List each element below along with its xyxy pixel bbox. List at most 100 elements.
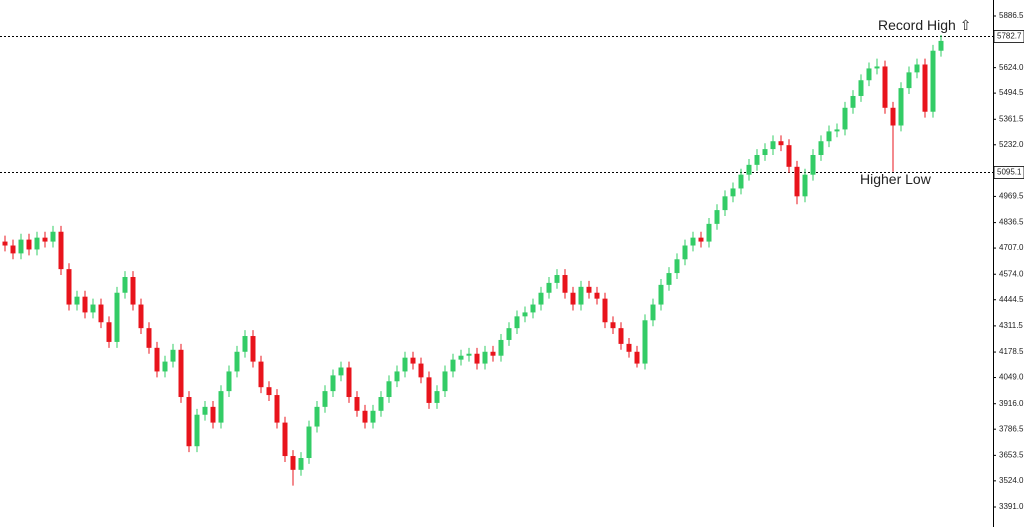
candle-body <box>266 387 272 396</box>
candle-body <box>634 351 640 364</box>
candle-body <box>514 316 520 329</box>
candle-body <box>818 141 824 156</box>
candle-body <box>714 210 720 224</box>
candle-body <box>58 231 64 270</box>
candle-body <box>282 422 288 457</box>
candle-body <box>410 357 416 364</box>
y-tick-label: 4178.5 <box>999 347 1024 356</box>
candle-body <box>698 237 704 242</box>
candle-body <box>274 395 280 423</box>
candle-body <box>458 355 464 360</box>
level-value: 5095.1 <box>997 168 1022 177</box>
candle-body <box>938 40 944 51</box>
y-tick-label: 4969.5 <box>999 192 1024 201</box>
candle-body <box>178 349 184 398</box>
candle-body <box>194 414 200 447</box>
candle-body <box>298 458 304 470</box>
candle-body <box>418 363 424 378</box>
candle-body <box>402 357 408 372</box>
candle-body <box>498 339 504 356</box>
level-box <box>993 166 1024 179</box>
candle-body <box>930 50 936 112</box>
y-tick-label: 5494.5 <box>999 88 1024 97</box>
candle-body <box>730 188 736 197</box>
candle-body <box>90 304 96 313</box>
candle-body <box>578 286 584 305</box>
candle-body <box>170 349 176 362</box>
candle-body <box>810 155 816 175</box>
candle-body <box>234 351 240 372</box>
candle-body <box>754 155 760 165</box>
candle-body <box>594 292 600 299</box>
candle-body <box>562 275 568 293</box>
candle-body <box>650 304 656 321</box>
candle-body <box>826 131 832 142</box>
y-tick-label: 3524.0 <box>999 476 1024 485</box>
candle-body <box>762 149 768 156</box>
candle-body <box>162 361 168 372</box>
candle-body <box>618 328 624 344</box>
candle-body <box>114 292 120 342</box>
candle-body <box>642 320 648 364</box>
candle-body <box>18 239 24 254</box>
candle-body <box>10 245 16 254</box>
candle-body <box>610 322 616 329</box>
candle-body <box>346 367 352 398</box>
candle-body <box>386 381 392 398</box>
candle-body <box>850 95 856 108</box>
candle-body <box>538 292 544 305</box>
candle-body <box>370 410 376 423</box>
candle-body <box>890 107 896 126</box>
y-tick-label: 5886.5 <box>999 11 1024 20</box>
candle-body <box>314 406 320 427</box>
y-tick-label: 4574.0 <box>999 269 1024 278</box>
candle-body <box>450 359 456 372</box>
candle-body <box>226 371 232 392</box>
y-tick-label: 4444.5 <box>999 295 1024 304</box>
candle-body <box>682 245 688 260</box>
candle-body <box>66 269 72 305</box>
candle-body <box>138 304 144 329</box>
candle-body <box>914 64 920 73</box>
candle-body <box>122 276 128 293</box>
candle-body <box>290 456 296 470</box>
candle-body <box>834 129 840 132</box>
candle-body <box>546 282 552 293</box>
candle-body <box>898 88 904 126</box>
candle-body <box>922 64 928 112</box>
candle-body <box>258 361 264 388</box>
candle-body <box>338 367 344 376</box>
candle-body <box>690 237 696 246</box>
candle-body <box>98 304 104 323</box>
candle-body <box>42 237 48 242</box>
y-tick-label: 3916.0 <box>999 399 1024 408</box>
candle-body <box>906 72 912 89</box>
candle-body <box>522 312 528 317</box>
candle-body <box>786 145 792 167</box>
candle-body <box>50 231 56 242</box>
candle-body <box>842 107 848 130</box>
candle-body <box>154 347 160 372</box>
candle-body <box>330 375 336 392</box>
candle-body <box>794 166 800 197</box>
level-value: 5782.7 <box>997 32 1022 41</box>
candle-body <box>874 66 880 69</box>
annotation: Record High ⇧ <box>878 17 971 33</box>
candle-body <box>778 141 784 146</box>
candle-body <box>2 241 8 246</box>
candle-body <box>146 328 152 348</box>
candle-body <box>186 397 192 447</box>
candle-body <box>250 336 256 362</box>
y-tick-label: 4311.5 <box>999 321 1023 330</box>
candle-body <box>738 174 744 189</box>
candle-body <box>130 276 136 305</box>
candle-body <box>26 239 32 250</box>
candle-body <box>674 259 680 274</box>
candle-body <box>602 298 608 323</box>
candle-body <box>706 223 712 242</box>
candle-body <box>866 68 872 81</box>
y-tick-label: 5232.0 <box>999 140 1024 149</box>
y-tick-label: 3786.5 <box>999 424 1024 433</box>
